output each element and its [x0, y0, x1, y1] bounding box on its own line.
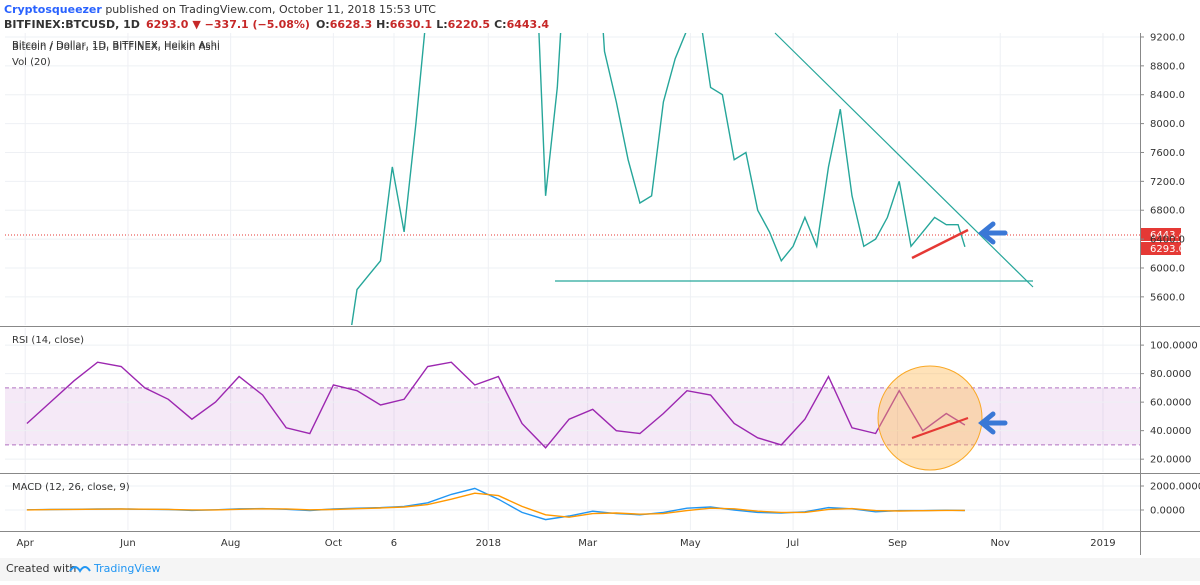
x-tick-label: Jul	[786, 538, 799, 549]
header-line: Cryptosqueezer published on TradingView.…	[4, 3, 436, 16]
series-line	[26, 361, 966, 449]
open: 6628.3	[330, 18, 372, 31]
footer-brand[interactable]: TradingView	[93, 562, 160, 575]
change: ▼ −337.1 (−5.08%)	[192, 18, 310, 31]
x-tick-label: Oct	[325, 538, 342, 549]
o-label: O:	[316, 18, 330, 31]
y-tick-label: 60.0000	[1150, 398, 1191, 409]
arrow[interactable]	[978, 221, 1008, 245]
pane-title: MACD (12, 26, close, 9)	[12, 482, 130, 493]
l-label: L:	[436, 18, 447, 31]
x-tick-label: 6	[391, 538, 397, 549]
series-line	[351, 33, 966, 325]
pane-title: Bitcoin / Dollar, 1D, BITFINEX, Heikin A…	[12, 42, 220, 53]
y-tick-label: 0.0000	[1150, 505, 1185, 516]
h-label: H:	[376, 18, 390, 31]
published: published on TradingView.com, October 11…	[102, 3, 436, 16]
arrow[interactable]	[978, 411, 1008, 435]
price-tag	[1141, 228, 1181, 241]
y-tick-label: 6000.0	[1150, 263, 1185, 274]
y-tick-label: 6400.0	[1150, 235, 1185, 246]
pane	[5, 485, 1140, 521]
x-tick-label: May	[680, 538, 701, 549]
symbol-line: BITFINEX:BTCUSD, 1D 6293.0 ▼ −337.1 (−5.08…	[4, 18, 549, 31]
y-tick-label: 100.0000	[1150, 341, 1198, 352]
high: 6630.1	[390, 18, 432, 31]
x-tick-label: Nov	[990, 538, 1010, 549]
pane	[5, 33, 1140, 325]
y-tick-label: 8000.0	[1150, 119, 1185, 130]
y-tick-label: 2000.0000	[1150, 482, 1200, 493]
y-tick-label: 7600.0	[1150, 148, 1185, 159]
footer-created: Created with	[6, 562, 76, 575]
series-line	[26, 492, 965, 518]
close: 6443.4	[507, 18, 550, 31]
x-tick-label: Apr	[17, 538, 35, 549]
c-label: C:	[494, 18, 506, 31]
price-tag	[1141, 242, 1181, 255]
pane-title: Bitcoin / Dollar, 1D, BITFINEX, Heikin A…	[12, 40, 220, 51]
vol-label: Vol (20)	[12, 57, 51, 68]
y-tick-label: 5600.0	[1150, 292, 1185, 303]
y-tick-label: 8400.0	[1150, 90, 1185, 101]
trend-line[interactable]	[774, 32, 1034, 288]
price-tag-label: 6293.0	[1150, 244, 1185, 255]
logo	[69, 566, 91, 573]
footer	[0, 558, 1200, 581]
x-tick-label: Sep	[888, 538, 907, 549]
y-tick-label: 6800.0	[1150, 206, 1185, 217]
rsi-rising-line[interactable]	[911, 417, 969, 439]
y-tick-label: 40.0000	[1150, 426, 1191, 437]
pane	[5, 344, 1140, 460]
y-tick-label: 80.0000	[1150, 369, 1191, 380]
x-tick-label: Aug	[221, 538, 241, 549]
symbol: BITFINEX:BTCUSD, 1D	[4, 18, 140, 31]
highlight-circle[interactable]	[877, 365, 983, 471]
y-tick-label: 8800.0	[1150, 61, 1185, 72]
pane-title: RSI (14, close)	[12, 335, 84, 346]
x-tick-label: Jun	[119, 538, 136, 549]
price-tag-label: 6443.4	[1150, 230, 1185, 241]
author[interactable]: Cryptosqueezer	[4, 3, 102, 16]
x-tick-label: 2019	[1090, 538, 1115, 549]
x-tick-label: 2018	[476, 538, 501, 549]
low: 6220.5	[448, 18, 490, 31]
y-tick-label: 9200.0	[1150, 32, 1185, 43]
rising-line[interactable]	[911, 228, 969, 260]
y-tick-label: 20.0000	[1150, 455, 1191, 466]
x-tick-label: Mar	[578, 538, 598, 549]
last: 6293.0	[146, 18, 189, 31]
y-tick-label: 7200.0	[1150, 177, 1185, 188]
